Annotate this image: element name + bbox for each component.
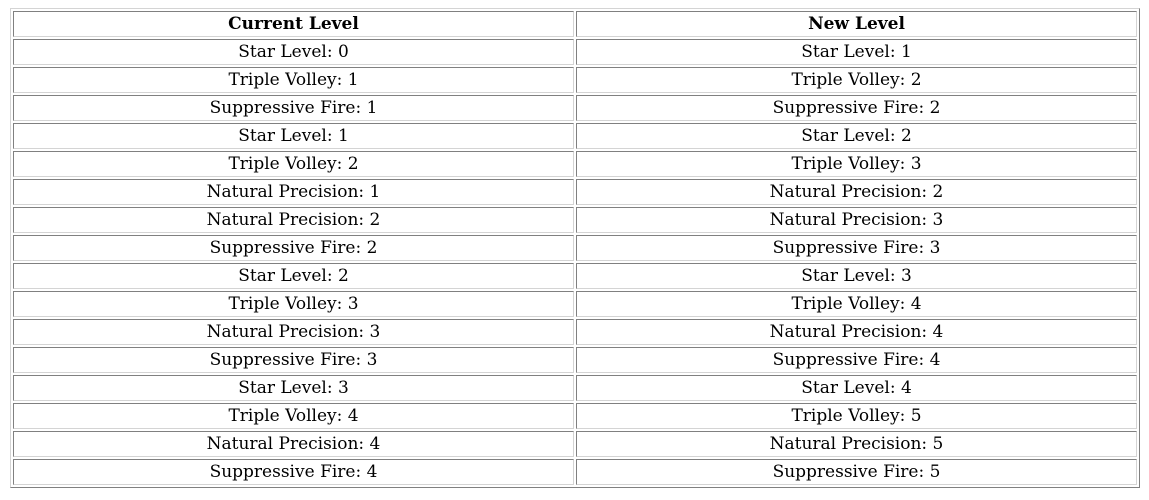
new-level-cell: Star Level: 3 <box>576 263 1137 289</box>
current-level-cell: Suppressive Fire: 2 <box>13 235 574 261</box>
new-level-cell: Star Level: 1 <box>576 39 1137 65</box>
new-level-cell: Triple Volley: 5 <box>576 403 1137 429</box>
new-level-cell: Star Level: 2 <box>576 123 1137 149</box>
column-header-new-level: New Level <box>576 11 1137 37</box>
header-row: Current Level New Level <box>13 11 1137 37</box>
current-level-cell: Suppressive Fire: 4 <box>13 459 574 485</box>
table-row: Natural Precision: 2 Natural Precision: 3 <box>13 207 1137 233</box>
current-level-cell: Natural Precision: 3 <box>13 319 574 345</box>
table-row: Triple Volley: 4 Triple Volley: 5 <box>13 403 1137 429</box>
table-row: Star Level: 0 Star Level: 1 <box>13 39 1137 65</box>
new-level-cell: Natural Precision: 3 <box>576 207 1137 233</box>
new-level-cell: Star Level: 4 <box>576 375 1137 401</box>
table-row: Suppressive Fire: 3 Suppressive Fire: 4 <box>13 347 1137 373</box>
new-level-cell: Natural Precision: 5 <box>576 431 1137 457</box>
new-level-cell: Suppressive Fire: 4 <box>576 347 1137 373</box>
current-level-cell: Star Level: 0 <box>13 39 574 65</box>
current-level-cell: Star Level: 3 <box>13 375 574 401</box>
current-level-cell: Natural Precision: 1 <box>13 179 574 205</box>
table-row: Natural Precision: 3 Natural Precision: 4 <box>13 319 1137 345</box>
table-head: Current Level New Level <box>13 11 1137 37</box>
level-upgrade-table: Current Level New Level Star Level: 0 Sta… <box>10 8 1140 488</box>
current-level-cell: Triple Volley: 2 <box>13 151 574 177</box>
table-body: Star Level: 0 Star Level: 1 Triple Volley:… <box>13 39 1137 485</box>
table-row: Star Level: 2 Star Level: 3 <box>13 263 1137 289</box>
new-level-cell: Natural Precision: 2 <box>576 179 1137 205</box>
current-level-cell: Suppressive Fire: 3 <box>13 347 574 373</box>
current-level-cell: Triple Volley: 4 <box>13 403 574 429</box>
current-level-cell: Natural Precision: 2 <box>13 207 574 233</box>
current-level-cell: Triple Volley: 3 <box>13 291 574 317</box>
table-row: Star Level: 3 Star Level: 4 <box>13 375 1137 401</box>
current-level-cell: Suppressive Fire: 1 <box>13 95 574 121</box>
current-level-cell: Star Level: 1 <box>13 123 574 149</box>
new-level-cell: Triple Volley: 2 <box>576 67 1137 93</box>
new-level-cell: Triple Volley: 3 <box>576 151 1137 177</box>
table-row: Triple Volley: 2 Triple Volley: 3 <box>13 151 1137 177</box>
new-level-cell: Suppressive Fire: 3 <box>576 235 1137 261</box>
table-row: Suppressive Fire: 4 Suppressive Fire: 5 <box>13 459 1137 485</box>
current-level-cell: Triple Volley: 1 <box>13 67 574 93</box>
table-row: Suppressive Fire: 1 Suppressive Fire: 2 <box>13 95 1137 121</box>
column-header-current-level: Current Level <box>13 11 574 37</box>
new-level-cell: Suppressive Fire: 2 <box>576 95 1137 121</box>
table-row: Suppressive Fire: 2 Suppressive Fire: 3 <box>13 235 1137 261</box>
table-row: Natural Precision: 4 Natural Precision: 5 <box>13 431 1137 457</box>
new-level-cell: Triple Volley: 4 <box>576 291 1137 317</box>
table-row: Triple Volley: 3 Triple Volley: 4 <box>13 291 1137 317</box>
table-row: Star Level: 1 Star Level: 2 <box>13 123 1137 149</box>
current-level-cell: Star Level: 2 <box>13 263 574 289</box>
new-level-cell: Suppressive Fire: 5 <box>576 459 1137 485</box>
current-level-cell: Natural Precision: 4 <box>13 431 574 457</box>
table-row: Triple Volley: 1 Triple Volley: 2 <box>13 67 1137 93</box>
table-row: Natural Precision: 1 Natural Precision: 2 <box>13 179 1137 205</box>
new-level-cell: Natural Precision: 4 <box>576 319 1137 345</box>
